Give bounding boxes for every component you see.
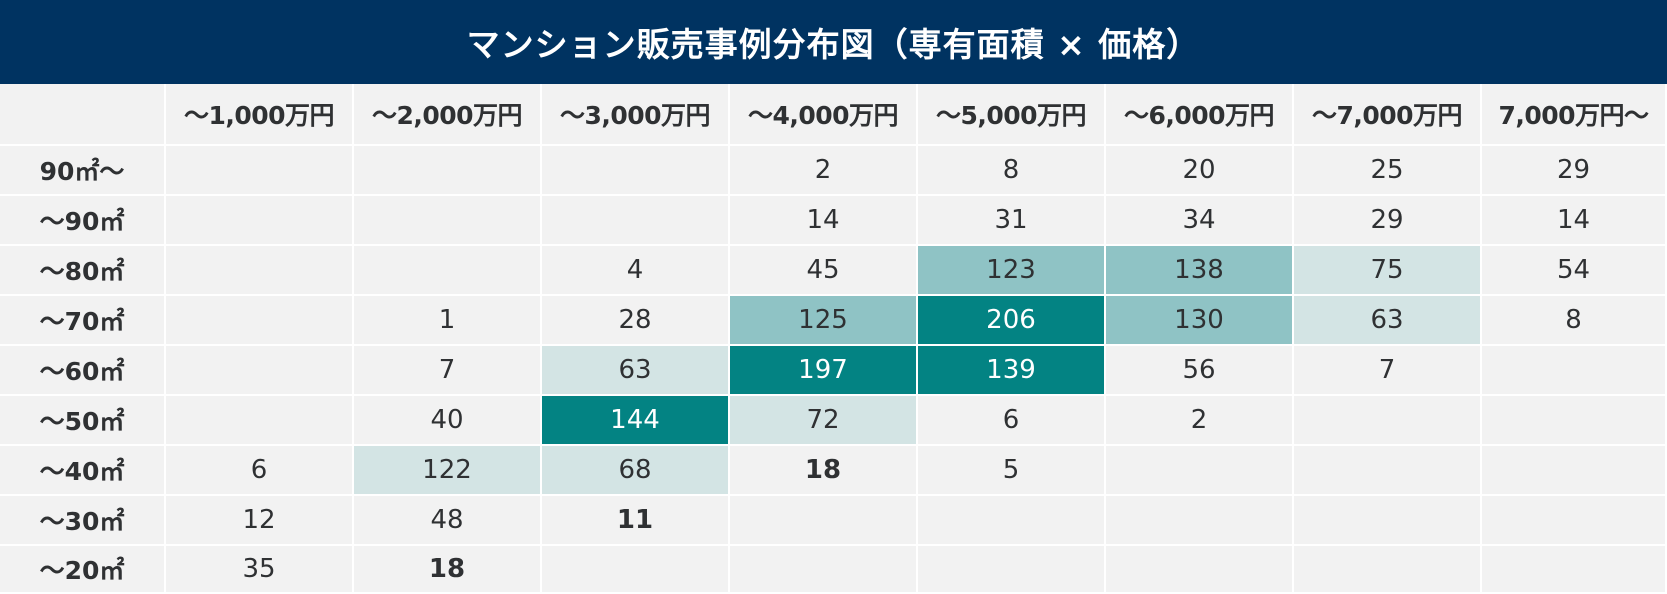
data-cell: 14: [1482, 196, 1667, 246]
row-header: ～90㎡: [0, 196, 166, 246]
empty-cell: [166, 196, 354, 246]
data-cell: 28: [542, 296, 730, 346]
column-header: ～6,000万円: [1106, 84, 1294, 146]
data-cell: 54: [1482, 246, 1667, 296]
data-cell: 29: [1294, 196, 1482, 246]
data-cell: 4: [542, 246, 730, 296]
corner-cell: [0, 84, 166, 146]
data-cell: 34: [1106, 196, 1294, 246]
empty-cell: [1482, 496, 1667, 546]
data-cell: 56: [1106, 346, 1294, 396]
data-cell: 1: [354, 296, 542, 346]
data-cell: 75: [1294, 246, 1482, 296]
data-cell: 29: [1482, 146, 1667, 196]
row-header: ～70㎡: [0, 296, 166, 346]
data-cell: 206: [918, 296, 1106, 346]
data-cell: 12: [166, 496, 354, 546]
column-header: ～1,000万円: [166, 84, 354, 146]
data-cell: 14: [730, 196, 918, 246]
data-cell: 72: [730, 396, 918, 446]
data-cell: 6: [918, 396, 1106, 446]
empty-cell: [354, 146, 542, 196]
data-cell: 18: [730, 446, 918, 496]
empty-cell: [354, 196, 542, 246]
data-cell: 125: [730, 296, 918, 346]
data-cell: 48: [354, 496, 542, 546]
data-cell: 130: [1106, 296, 1294, 346]
empty-cell: [1482, 546, 1667, 594]
row-header: ～40㎡: [0, 446, 166, 496]
empty-cell: [166, 246, 354, 296]
column-header: ～5,000万円: [918, 84, 1106, 146]
empty-cell: [542, 546, 730, 594]
data-cell: 8: [1482, 296, 1667, 346]
data-cell: 123: [918, 246, 1106, 296]
row-header: ～20㎡: [0, 546, 166, 594]
empty-cell: [1294, 546, 1482, 594]
data-cell: 8: [918, 146, 1106, 196]
row-header: ～50㎡: [0, 396, 166, 446]
data-cell: 18: [354, 546, 542, 594]
empty-cell: [1106, 446, 1294, 496]
data-cell: 40: [354, 396, 542, 446]
empty-cell: [542, 196, 730, 246]
empty-cell: [1294, 496, 1482, 546]
column-header: 7,000万円～: [1482, 84, 1667, 146]
empty-cell: [1482, 346, 1667, 396]
data-cell: 2: [1106, 396, 1294, 446]
empty-cell: [1294, 446, 1482, 496]
data-cell: 20: [1106, 146, 1294, 196]
empty-cell: [730, 546, 918, 594]
data-cell: 31: [918, 196, 1106, 246]
row-header: ～60㎡: [0, 346, 166, 396]
empty-cell: [1106, 546, 1294, 594]
data-cell: 63: [1294, 296, 1482, 346]
data-cell: 25: [1294, 146, 1482, 196]
data-cell: 122: [354, 446, 542, 496]
data-cell: 45: [730, 246, 918, 296]
empty-cell: [1482, 396, 1667, 446]
empty-cell: [1294, 396, 1482, 446]
empty-cell: [1482, 446, 1667, 496]
data-cell: 68: [542, 446, 730, 496]
data-cell: 144: [542, 396, 730, 446]
data-cell: 197: [730, 346, 918, 396]
row-header: ～30㎡: [0, 496, 166, 546]
data-cell: 11: [542, 496, 730, 546]
data-cell: 35: [166, 546, 354, 594]
empty-cell: [166, 296, 354, 346]
column-header: ～3,000万円: [542, 84, 730, 146]
empty-cell: [918, 546, 1106, 594]
data-cell: 63: [542, 346, 730, 396]
heatmap-grid: ～1,000万円 ～2,000万円 ～3,000万円 ～4,000万円 ～5,000万円…: [0, 84, 1667, 594]
data-cell: 7: [1294, 346, 1482, 396]
data-cell: 139: [918, 346, 1106, 396]
data-cell: 7: [354, 346, 542, 396]
chart-title: マンション販売事例分布図（専有面積 × 価格）: [0, 0, 1667, 84]
row-header: ～80㎡: [0, 246, 166, 296]
column-header: ～4,000万円: [730, 84, 918, 146]
empty-cell: [1106, 496, 1294, 546]
column-header: ～7,000万円: [1294, 84, 1482, 146]
row-header: 90㎡～: [0, 146, 166, 196]
empty-cell: [730, 496, 918, 546]
empty-cell: [354, 246, 542, 296]
empty-cell: [166, 346, 354, 396]
data-cell: 5: [918, 446, 1106, 496]
data-cell: 6: [166, 446, 354, 496]
data-cell: 2: [730, 146, 918, 196]
empty-cell: [542, 146, 730, 196]
empty-cell: [918, 496, 1106, 546]
empty-cell: [166, 146, 354, 196]
data-cell: 138: [1106, 246, 1294, 296]
empty-cell: [166, 396, 354, 446]
column-header: ～2,000万円: [354, 84, 542, 146]
